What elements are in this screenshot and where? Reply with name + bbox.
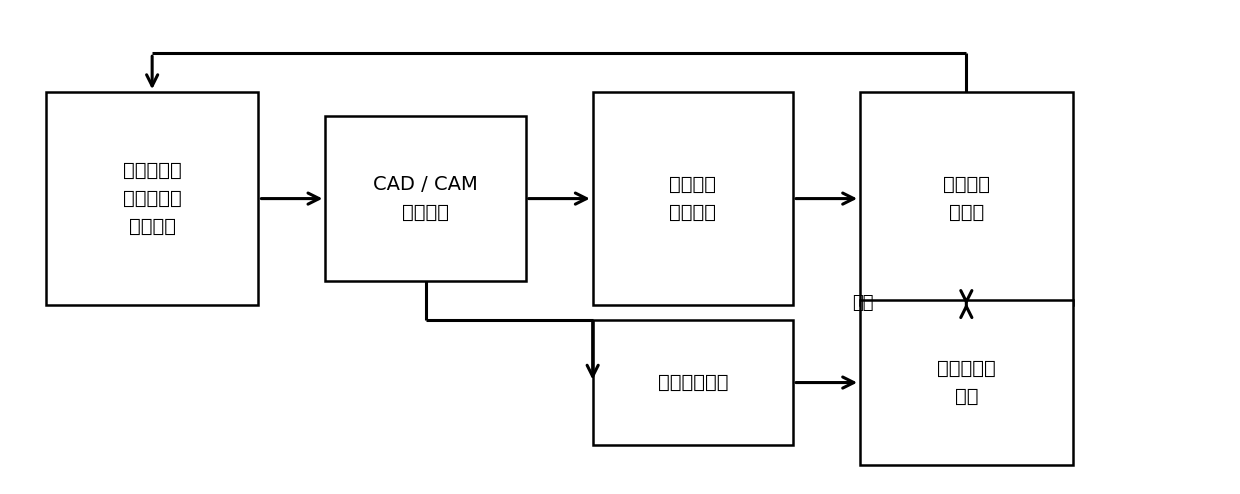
Text: CAD / CAM
辅助系统: CAD / CAM 辅助系统 [373,175,477,222]
Text: 陶瓷或塑料
冠桥: 陶瓷或塑料 冠桥 [937,359,996,406]
Text: 组合: 组合 [852,293,874,312]
Text: 数控切削机床: 数控切削机床 [657,373,728,392]
Bar [593,92,794,305]
Text: 光学扫描和
计算机辅助
设计系统: 光学扫描和 计算机辅助 设计系统 [123,161,181,236]
Bar [861,300,1073,465]
Bar [593,320,794,446]
Text: 金属口腔
修复体: 金属口腔 修复体 [942,175,990,222]
Bar [46,92,258,305]
Bar [325,116,526,281]
Text: 选择性激
光熔覆机: 选择性激 光熔覆机 [670,175,717,222]
Bar [861,92,1073,305]
